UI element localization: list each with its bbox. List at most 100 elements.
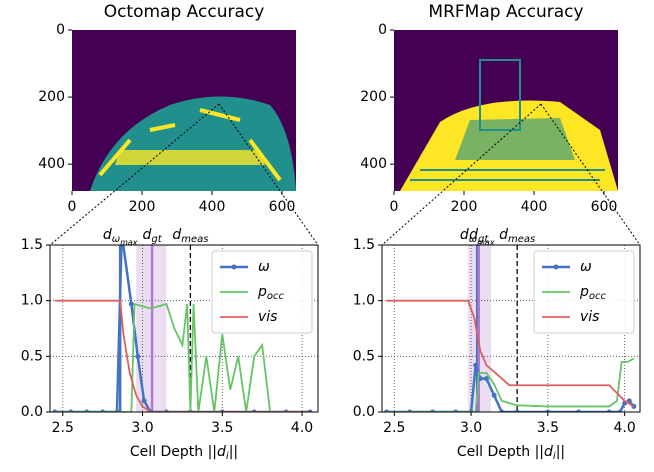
series-point: [545, 409, 551, 412]
y-tick-label: 0.0: [353, 404, 375, 420]
x-tick-label: 2.5: [383, 420, 405, 436]
reference-label: dωmax: [460, 227, 495, 247]
legend-label: ω: [580, 259, 592, 275]
y-tick-label: 1.5: [353, 237, 375, 253]
legend-sub: occ: [267, 291, 285, 302]
y-tick-label: 0: [378, 22, 387, 38]
label-main: d: [143, 227, 152, 243]
octomap-image: [72, 30, 296, 191]
mrfmap-image: [394, 30, 618, 191]
label-main: d: [469, 227, 478, 243]
x-tick-label: 3.0: [460, 420, 482, 436]
series-point: [135, 353, 141, 359]
series-point: [491, 392, 497, 398]
y-tick-label: 1.5: [21, 237, 43, 253]
y-tick-label: 0.0: [21, 404, 43, 420]
series-line: [54, 245, 311, 412]
legend-name: p: [579, 284, 589, 300]
axes-frame: [49, 244, 319, 413]
x-label-sub: i: [553, 451, 556, 462]
y-tick-label: 0: [56, 22, 65, 38]
legend-label: vis: [580, 309, 599, 325]
legend-marker: [231, 264, 237, 270]
reference-label: dgt: [143, 227, 163, 245]
label-sub: ω: [112, 234, 120, 245]
legend-label: pocc: [579, 284, 607, 302]
x-tick-label: 4.0: [614, 420, 636, 436]
label-sub: gt: [478, 234, 489, 245]
x-tick-label: 400: [521, 199, 548, 215]
x-label-suffix: ||: [556, 444, 565, 460]
series-line: [54, 299, 311, 412]
legend-name: ω: [258, 259, 270, 275]
series-point: [141, 398, 147, 404]
y-tick-label: 400: [360, 156, 387, 172]
y-tick-label: 1.0: [21, 293, 43, 309]
y-tick-label: 200: [38, 89, 65, 105]
series-line: [386, 299, 635, 408]
legend-label: ω: [258, 259, 270, 275]
label-sub: ω: [469, 234, 477, 245]
label-sub: gt: [151, 234, 162, 245]
label-subsub: max: [477, 238, 495, 247]
label-subsub: max: [120, 238, 138, 247]
x-label-var: d: [217, 444, 226, 460]
reference-label: dωmax: [103, 227, 138, 247]
legend-sub: occ: [589, 291, 607, 302]
series-point: [606, 409, 612, 412]
y-tick-label: 0.5: [21, 348, 43, 364]
legend-box: [211, 250, 313, 334]
x-tick-label: 200: [129, 199, 156, 215]
y-tick-label: 400: [38, 156, 65, 172]
x-label-suffix: ||: [229, 444, 238, 460]
series-point: [499, 409, 505, 412]
image-title: MRFMap Accuracy: [428, 2, 583, 22]
series-point: [576, 409, 582, 412]
x-axis-label: Cell Depth ||di||: [130, 444, 238, 462]
x-label-prefix: Cell Depth ||: [130, 444, 217, 460]
y-tick-label: 1.0: [353, 293, 375, 309]
reference-label: dmeas: [172, 227, 208, 245]
x-tick-label: 600: [591, 199, 618, 215]
x-tick-label: 200: [451, 199, 478, 215]
x-tick-label: 2.5: [52, 420, 74, 436]
label-sub: meas: [508, 234, 535, 245]
x-tick-label: 4.0: [291, 420, 313, 436]
legend-marker: [553, 264, 559, 270]
legend-name: vis: [580, 309, 599, 325]
x-tick-label: 3.5: [211, 420, 233, 436]
plot-area: [50, 245, 318, 412]
label-main: d: [460, 227, 469, 243]
legend-name: p: [257, 284, 267, 300]
x-tick-label: 3.5: [537, 420, 559, 436]
x-label-prefix: Cell Depth ||: [457, 444, 544, 460]
image-title: Octomap Accuracy: [104, 2, 265, 22]
series-point: [483, 376, 489, 382]
x-label-var: d: [544, 444, 553, 460]
reference-label: dmeas: [499, 227, 535, 245]
x-tick-label: 400: [199, 199, 226, 215]
label-main: d: [499, 227, 508, 243]
zoom-lines: [49, 103, 641, 246]
legend-name: vis: [258, 309, 277, 325]
x-tick-label: 0: [68, 199, 77, 215]
y-tick-label: 200: [360, 89, 387, 105]
legend-box: [533, 250, 635, 334]
series-point: [473, 362, 479, 368]
label-sub: meas: [181, 234, 208, 245]
reference-label: dgt: [469, 227, 489, 245]
legend-label: pocc: [257, 284, 285, 302]
y-tick-label: 0.5: [353, 348, 375, 364]
series-point: [514, 409, 520, 412]
series-line: [386, 364, 635, 412]
series-line: [386, 357, 635, 412]
series-point: [617, 409, 623, 412]
x-label-sub: i: [226, 451, 229, 462]
x-axis-label: Cell Depth ||di||: [457, 444, 565, 462]
label-main: d: [103, 227, 112, 243]
legend-label: vis: [258, 309, 277, 325]
label-main: d: [172, 227, 181, 243]
axes-frame: [381, 244, 641, 413]
series-line: [54, 302, 311, 412]
